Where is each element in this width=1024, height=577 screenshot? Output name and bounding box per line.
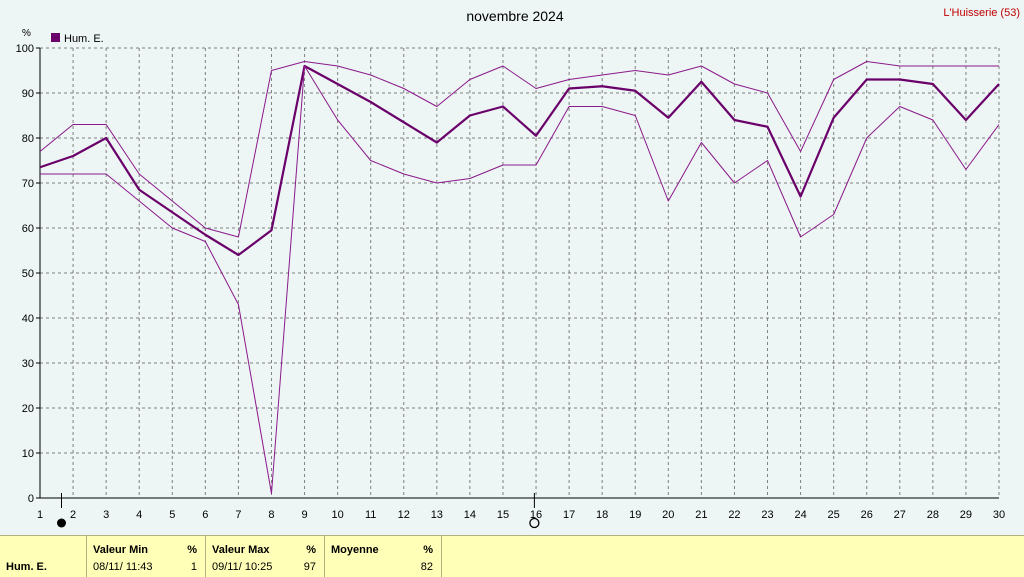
stats-panel: Hum. E. Valeur Min % 08/11/ 11:43 1 Vale… [0,535,1024,577]
x-tick-label: 10 [331,509,343,521]
x-tick-label: 18 [596,509,608,521]
x-tick-label: 19 [629,509,641,521]
y-tick-labels: 0 10 20 30 40 50 60 70 80 90 100 [16,43,34,505]
x-tick-label: 14 [464,509,476,521]
series-mean-line [39,64,1000,257]
x-tick-label: 13 [431,509,443,521]
max-unit: % [306,544,316,556]
y-axis-unit: % [22,28,31,39]
humidity-chart: novembre 2024 L'Huisserie (53) % Hum. E.… [16,7,1020,529]
x-tick-label: 4 [136,509,142,521]
y-tick-label: 60 [22,223,34,235]
x-tick-label: 25 [828,509,840,521]
legend-swatch [51,33,60,42]
full-moon-icon [529,517,540,529]
new-moon-icon [56,518,66,528]
legend-label: Hum. E. [64,33,104,45]
min-header: Valeur Min [93,544,149,556]
stats-label-cell: Hum. E. [0,536,87,577]
min-unit: % [187,544,197,556]
avg-header: Moyenne [331,544,379,556]
x-tick-label: 27 [894,509,906,521]
x-tick-label: 15 [497,509,509,521]
y-tick-label: 20 [22,403,34,415]
max-date: 09/11/ 10:25 [212,561,273,573]
x-tick-label: 23 [761,509,773,521]
y-tick-label: 50 [22,268,34,280]
y-tick-label: 70 [22,178,34,190]
moon-markers [56,493,540,529]
chart-title: novembre 2024 [466,8,564,24]
x-tick-label: 3 [103,509,109,521]
min-value: 1 [190,561,197,573]
y-tick-label: 30 [22,358,34,370]
max-header: Valeur Max [212,544,270,556]
x-tick-label: 24 [794,509,806,521]
x-tick-label: 26 [861,509,873,521]
x-tick-label: 28 [927,509,939,521]
y-tick-label: 40 [22,313,34,325]
x-tick-label: 21 [695,509,707,521]
axes [36,47,999,499]
y-tick-label: 80 [22,133,34,145]
x-tick-label: 2 [70,509,76,521]
x-tick-label: 8 [268,509,274,521]
x-tick-label: 22 [728,509,740,521]
stats-min-cell: Valeur Min % 08/11/ 11:43 1 [87,536,206,577]
x-tick-label: 7 [235,509,241,521]
x-tick-label: 20 [662,509,674,521]
stats-series-label: Hum. E. [6,561,47,573]
series-max-line [39,61,999,238]
x-tick-label: 1 [37,509,43,521]
x-tick-label: 9 [301,509,307,521]
y-tick-label: 10 [22,448,34,460]
x-tick-label: 29 [960,509,972,521]
series-lines [39,61,1000,494]
series-min-line [40,65,1000,494]
y-tick-label: 100 [16,43,34,55]
avg-unit: % [423,544,433,556]
stats-max-cell: Valeur Max % 09/11/ 10:25 97 [206,536,325,577]
avg-value: 82 [420,561,433,573]
x-tick-label: 16 [530,509,542,521]
x-tick-label: 5 [169,509,175,521]
station-name: L'Huisserie (53) [943,7,1020,19]
stats-avg-cell: Moyenne % 82 [325,536,442,577]
max-value: 97 [303,561,316,573]
y-tick-label: 90 [22,88,34,100]
x-tick-label: 17 [563,509,575,521]
min-date: 08/11/ 11:43 [93,561,153,573]
y-tick-label: 0 [28,493,34,505]
x-tick-label: 11 [365,509,376,521]
x-tick-label: 6 [202,509,208,521]
x-tick-label: 12 [398,509,410,521]
x-tick-label: 30 [993,509,1005,521]
x-tick-labels: 1 2 3 4 5 6 7 8 9 10 11 12 13 14 15 16 17 18 19 20 21 22 23 24 2… [37,509,1005,521]
grid-lines [40,47,1000,498]
